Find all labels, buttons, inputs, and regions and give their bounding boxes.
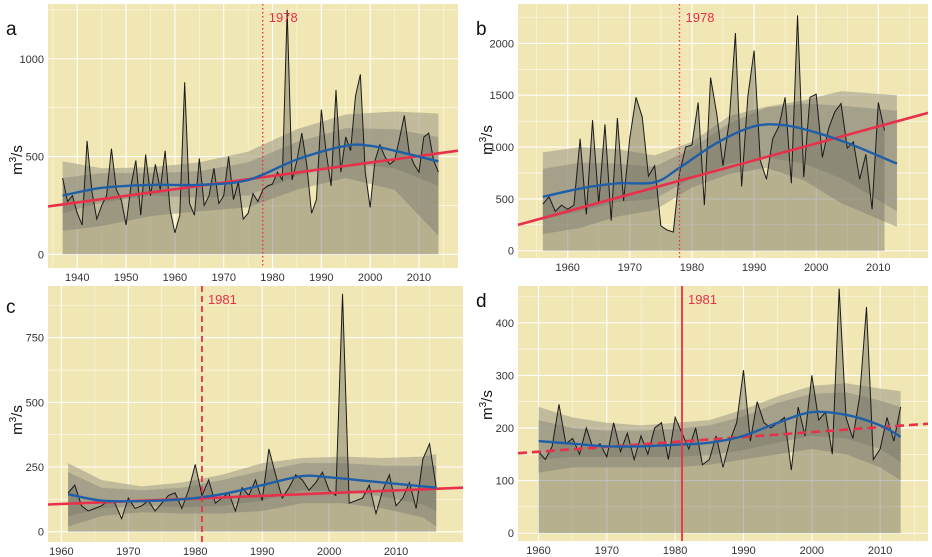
panel-b: b m3/s 1960 1970 1980 1990 2000 2010 0 500 1000 1…: [476, 4, 928, 274]
panel-a-x-tick-label: 1970: [211, 272, 235, 284]
panel-d-y-tick-label: 100: [496, 476, 514, 488]
panel-b-label: b: [476, 19, 487, 40]
panel-b-x-tick-label: 1960: [555, 262, 579, 274]
panel-b-x-tick-label: 2000: [804, 262, 828, 274]
panel-d-plot-area: [518, 286, 928, 541]
panel-d: d m3/s 1960 1970 1980 1990 2000 2010 0 100 200 30…: [476, 286, 928, 557]
panel-a-observed-line: [62, 9, 439, 233]
panel-d-x-tick-label: 2000: [800, 545, 824, 557]
panel-b-confidence-band-inner: [542, 103, 897, 220]
panel-d-x-tick-label: 1980: [663, 545, 687, 557]
panel-c: c m3/s 1960 1970 1980 1990 2000 2010 0 250 500 75…: [6, 286, 463, 557]
panel-a-x-tick-label: 1950: [114, 272, 138, 284]
panel-b-y-tick-label: 1000: [490, 142, 514, 154]
panel-d-confidence-band-inner: [538, 392, 901, 463]
panel-d-label: d: [476, 291, 487, 312]
panel-c-y-tick-label: 0: [38, 527, 44, 539]
panel-a-x-tick-label: 2000: [358, 272, 382, 284]
panel-d-x-tick-label: 1970: [595, 545, 619, 557]
panel-a-x-tick-label: 1980: [260, 272, 284, 284]
panel-a-y-tick-label: 500: [26, 152, 44, 164]
panel-b-linear-trend-line: [518, 111, 928, 227]
panel-c-y-tick-label: 500: [26, 397, 44, 409]
panel-b-x-tick-label: 2010: [866, 262, 890, 274]
panel-a-y-tick-label: 1000: [20, 54, 44, 66]
panel-a-x-tick-label: 1990: [309, 272, 333, 284]
panel-a-series-area: [62, 9, 439, 255]
panel-a-label: a: [6, 19, 17, 40]
panel-c-confidence-band-inner: [68, 463, 437, 517]
panel-d-linear-trend-line: [518, 422, 928, 455]
panel-d-y-tick-label: 0: [508, 528, 514, 540]
panel-d-x-tick-label: 2010: [868, 545, 892, 557]
panel-c-series-layer: [48, 293, 463, 532]
panel-c-x-tick-label: 1990: [250, 546, 274, 557]
panel-c-x-tick-label: 2000: [317, 546, 341, 557]
panel-c-label: c: [6, 297, 16, 318]
panel-c-x-tick-label: 1960: [49, 546, 73, 557]
panel-b-series-layer: [518, 15, 928, 251]
panel-c-smooth-line: [67, 474, 437, 503]
panel-b-plot-area: [518, 4, 928, 258]
panel-b-smooth-line: [542, 123, 898, 199]
panel-b-change-point-label: 1978: [686, 10, 715, 25]
panel-c-x-tick-label: 1980: [183, 546, 207, 557]
panel-d-series-area: [538, 288, 901, 534]
panel-a-change-point-label: 1978: [269, 10, 298, 25]
panel-d-y-tick-label: 400: [496, 318, 514, 330]
panel-d-y-axis-label: m3/s: [478, 390, 496, 420]
panel-b-y-tick-label: 1500: [490, 90, 514, 102]
panel-c-change-point-label: 1981: [208, 292, 237, 307]
panel-b-y-axis-label: m3/s: [478, 125, 496, 155]
panel-a-series-layer: [48, 9, 458, 255]
panel-a-smooth-line: [62, 143, 439, 197]
panel-a-x-tick-label: 1960: [163, 272, 187, 284]
panel-c-x-tick-label: 1970: [116, 546, 140, 557]
panel-d-smooth-line: [538, 410, 902, 448]
panel-b-observed-line: [542, 15, 886, 233]
panel-c-y-axis-label: m3/s: [8, 405, 26, 435]
panel-d-x-tick-label: 1990: [731, 545, 755, 557]
panel-d-y-tick-label: 300: [496, 370, 514, 382]
panel-b-y-tick-label: 500: [496, 194, 514, 206]
panel-c-y-tick-label: 250: [26, 462, 44, 474]
panel-b-y-tick-label: 0: [508, 246, 514, 258]
panel-a: a m3/s 1940 1950 1960 1970 1980 1990 2000 2010 0…: [6, 4, 458, 284]
panel-d-y-tick-label: 200: [496, 423, 514, 435]
panel-c-y-tick-label: 750: [26, 333, 44, 345]
panel-a-y-axis-label: m3/s: [8, 145, 26, 175]
panel-a-x-tick-label: 1940: [65, 272, 89, 284]
panel-a-plot-area: [48, 4, 458, 268]
panel-b-x-tick-label: 1990: [742, 262, 766, 274]
panel-b-y-tick-label: 2000: [490, 38, 514, 50]
panel-a-y-tick-label: 0: [38, 249, 44, 261]
panel-a-x-tick-label: 2010: [407, 272, 431, 284]
panel-b-x-tick-label: 1970: [618, 262, 642, 274]
panel-d-observed-line: [538, 288, 902, 471]
panel-c-plot-area: [48, 286, 463, 542]
panel-d-change-point-label: 1981: [688, 292, 717, 307]
panel-c-x-tick-label: 2010: [384, 546, 408, 557]
panel-d-x-tick-label: 1960: [526, 545, 550, 557]
panel-b-series-area: [542, 15, 885, 251]
panel-d-series-layer: [518, 288, 928, 534]
panel-b-x-tick-label: 1980: [680, 262, 704, 274]
